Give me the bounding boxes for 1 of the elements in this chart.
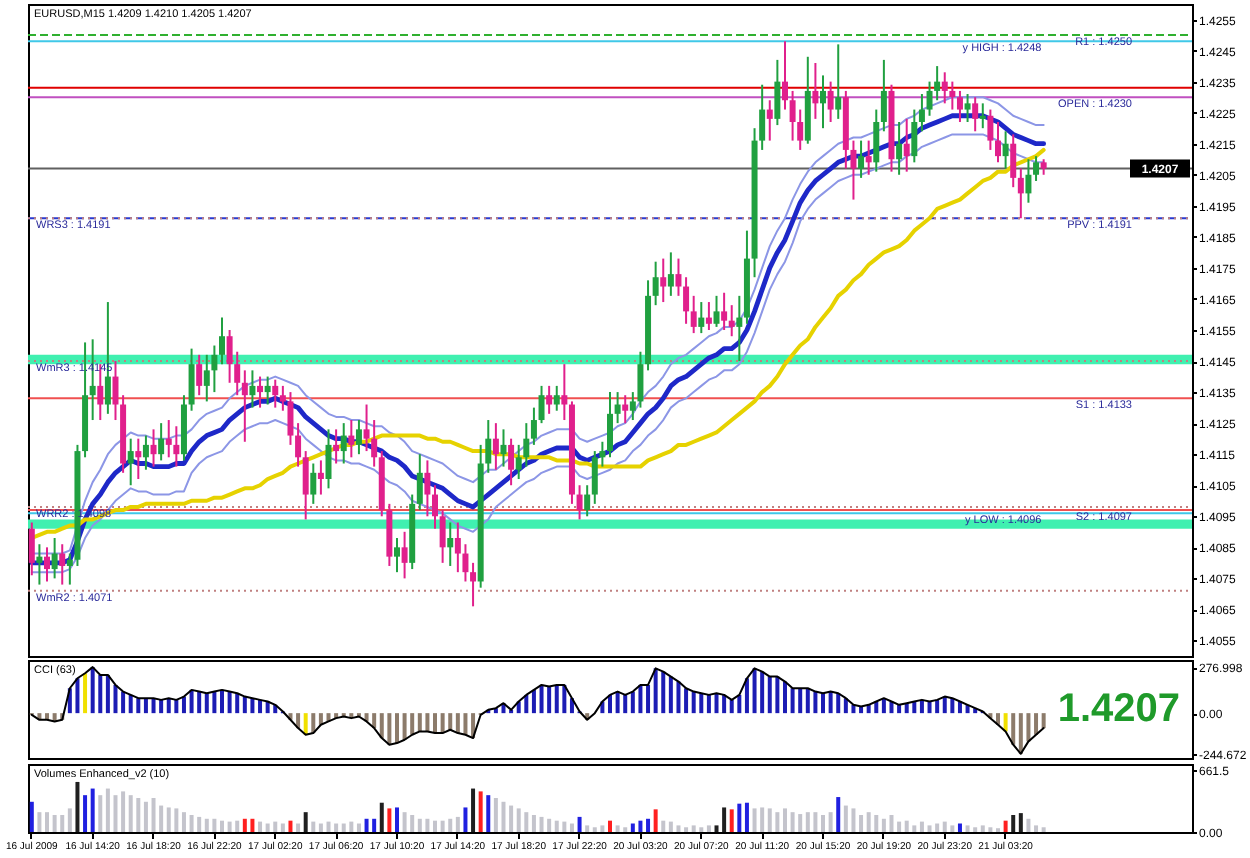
- annotation: 1.4207: [1057, 687, 1180, 731]
